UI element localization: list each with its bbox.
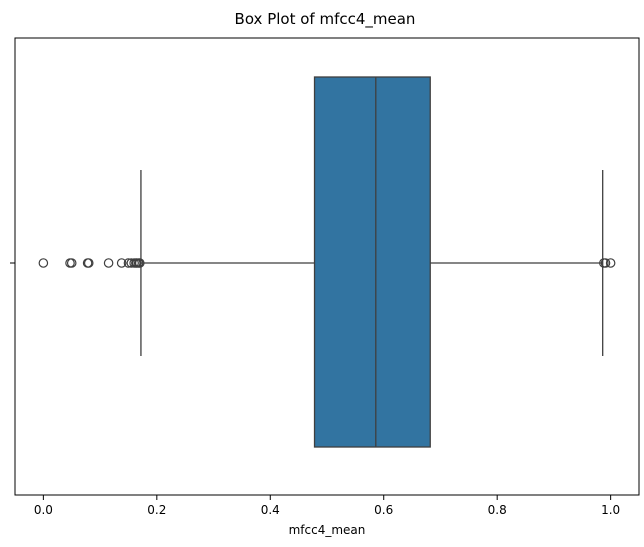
outlier-point (103, 258, 114, 268)
x-tick-label: 1.0 (601, 503, 620, 517)
x-axis: 0.0 0.2 0.4 0.6 0.8 1.0 (34, 495, 620, 517)
outlier-point (600, 258, 611, 268)
plot-marks (38, 76, 616, 448)
x-tick-label: 0.0 (34, 503, 53, 517)
plot-area-frame (14, 37, 640, 496)
outlier-point (135, 258, 145, 268)
x-axis-label: mfcc4_mean (289, 523, 366, 537)
x-tick-label: 0.6 (374, 503, 393, 517)
outlier-point (605, 258, 616, 268)
x-tick-label: 0.2 (147, 503, 166, 517)
outlier-point (38, 258, 49, 268)
outlier-point (83, 258, 94, 268)
x-tick-label: 0.8 (488, 503, 507, 517)
chart-title: Box Plot of mfcc4_mean (235, 10, 416, 29)
iqr-box (313, 76, 431, 448)
x-tick-label: 0.4 (261, 503, 280, 517)
outlier-point (116, 258, 127, 268)
outlier-point (66, 258, 77, 268)
